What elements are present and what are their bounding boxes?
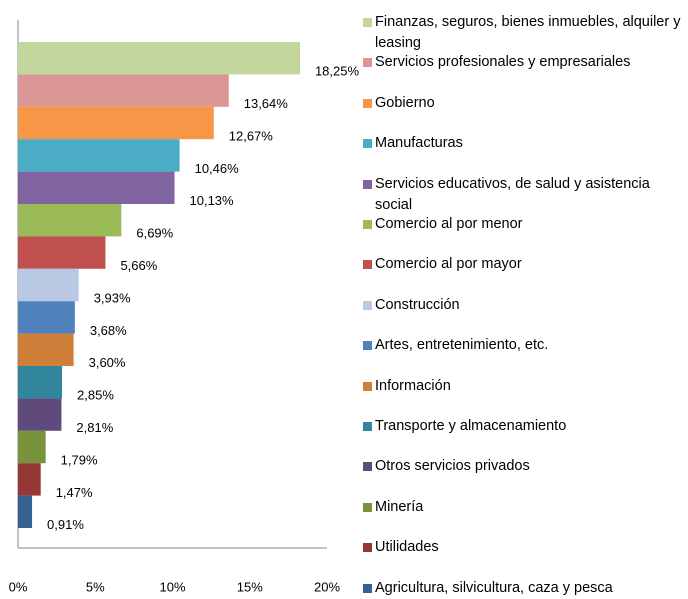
legend-swatch <box>363 341 372 351</box>
legend-label: Utilidades <box>375 539 439 556</box>
legend-label: Comercio al por menor <box>375 216 523 232</box>
value-label: 3,68% <box>90 323 127 338</box>
x-tick-label: 0% <box>9 579 28 594</box>
value-label: 1,79% <box>61 452 98 467</box>
legend-swatch <box>363 583 372 593</box>
bar <box>18 333 74 366</box>
legend-swatch <box>363 98 372 108</box>
value-label: 0,91% <box>47 517 84 532</box>
value-label: 13,64% <box>244 96 289 111</box>
bar <box>18 398 62 431</box>
legend-label: Información <box>375 377 451 394</box>
legend-swatch <box>363 300 372 310</box>
legend-label: Otros servicios privados <box>375 458 530 475</box>
legend-label: Transporte y almacenamiento <box>375 418 567 434</box>
legend-label: Manufacturas <box>375 135 463 152</box>
value-label: 18,25% <box>315 64 360 79</box>
bar <box>18 171 175 204</box>
value-label: 10,13% <box>190 193 235 208</box>
bar <box>18 366 63 399</box>
legend-label: Finanzas, seguros, bienes inmuebles, alq… <box>375 14 681 51</box>
bar <box>18 268 79 302</box>
legend-label: Agricultura, silvicultura, caza y pesca <box>375 579 613 596</box>
legend-label: Construcción <box>375 296 460 313</box>
legend-label: Servicios educativos, de salud y asisten… <box>375 175 650 213</box>
value-label: 3,93% <box>94 290 131 305</box>
legend-swatch <box>363 543 372 553</box>
value-label: 6,69% <box>136 226 173 241</box>
value-label: 2,81% <box>76 420 113 435</box>
value-label: 10,46% <box>195 161 240 176</box>
legend-swatch <box>363 462 372 472</box>
bar <box>18 139 180 172</box>
legend-label: Servicios profesionales y empresariales <box>375 54 631 71</box>
bar <box>18 301 75 334</box>
bar <box>18 463 41 496</box>
bar <box>18 495 33 528</box>
bar <box>18 430 46 464</box>
legend-swatch <box>363 381 372 391</box>
value-label: 5,66% <box>120 258 157 273</box>
bar <box>18 106 214 140</box>
legend-label: Gobierno <box>375 94 435 111</box>
bar <box>18 236 106 269</box>
bar <box>18 74 229 107</box>
legend-label: Artes, entretenimiento, etc. <box>375 337 549 354</box>
legend-label: Comercio al por mayor <box>375 256 522 273</box>
value-label: 12,67% <box>229 128 274 143</box>
bar <box>18 204 122 237</box>
legend-swatch <box>363 58 372 68</box>
legend-swatch <box>363 220 372 229</box>
bar <box>18 42 300 75</box>
legend-label: Minería <box>375 498 424 515</box>
x-tick-label: 10% <box>159 579 185 594</box>
value-label: 1,47% <box>56 485 93 500</box>
x-tick-label: 5% <box>86 579 105 594</box>
legend-swatch <box>363 179 372 189</box>
legend-swatch <box>363 139 372 149</box>
value-label: 2,85% <box>77 388 114 403</box>
legend-swatch <box>363 502 372 512</box>
value-label: 3,60% <box>89 355 126 370</box>
legend-swatch <box>363 422 372 431</box>
x-tick-label: 20% <box>314 579 340 594</box>
legend-swatch <box>363 18 372 27</box>
x-tick-label: 15% <box>237 579 263 594</box>
legend-swatch <box>363 260 372 270</box>
